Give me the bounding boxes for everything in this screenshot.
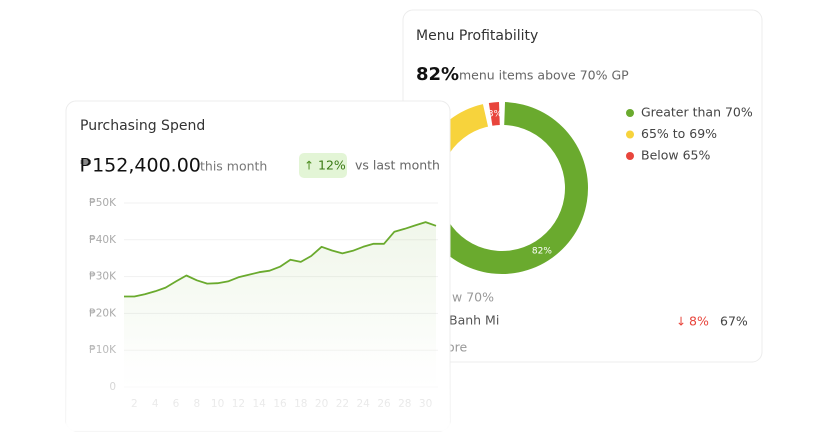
row-change: 8% xyxy=(689,314,709,329)
y-tick-label: ₱50K xyxy=(89,197,117,209)
legend-label: Greater than 70% xyxy=(641,105,753,120)
headline-note: menu items above 70% GP xyxy=(459,68,629,83)
segment-label: 3% xyxy=(488,109,503,119)
card-title: Purchasing Spend xyxy=(80,118,205,134)
y-tick-label: ₱40K xyxy=(89,234,117,246)
row-value: 67% xyxy=(720,314,748,329)
y-tick-label: ₱20K xyxy=(89,307,117,319)
legend-dot xyxy=(626,152,634,160)
legend-label: 65% to 69% xyxy=(641,126,717,141)
profitability-card: Menu Profitability 82% menu items above … xyxy=(402,9,763,363)
change-note: vs last month xyxy=(355,158,440,173)
legend-dot xyxy=(626,130,634,139)
y-tick-label: ₱30K xyxy=(89,271,117,283)
amount: ₱152,400.00 xyxy=(80,155,201,177)
down-arrow: ↓ xyxy=(676,315,686,329)
change: 12% xyxy=(318,158,346,173)
fade xyxy=(66,330,450,431)
card-title: Menu Profitability xyxy=(416,28,538,44)
amount-note: this month xyxy=(200,159,267,174)
legend-dot xyxy=(626,109,634,117)
line xyxy=(124,221,437,298)
up-arrow: ↑ xyxy=(304,159,314,173)
donut-segment xyxy=(488,102,500,126)
headline: 82% xyxy=(416,64,459,85)
segment-label: 82% xyxy=(532,246,552,256)
row-text: Banh Mi xyxy=(449,313,499,328)
legend-label: Below 65% xyxy=(641,148,710,163)
change-badge xyxy=(299,153,347,178)
row-text: ore xyxy=(447,340,468,355)
row-text: w 70% xyxy=(452,290,494,305)
